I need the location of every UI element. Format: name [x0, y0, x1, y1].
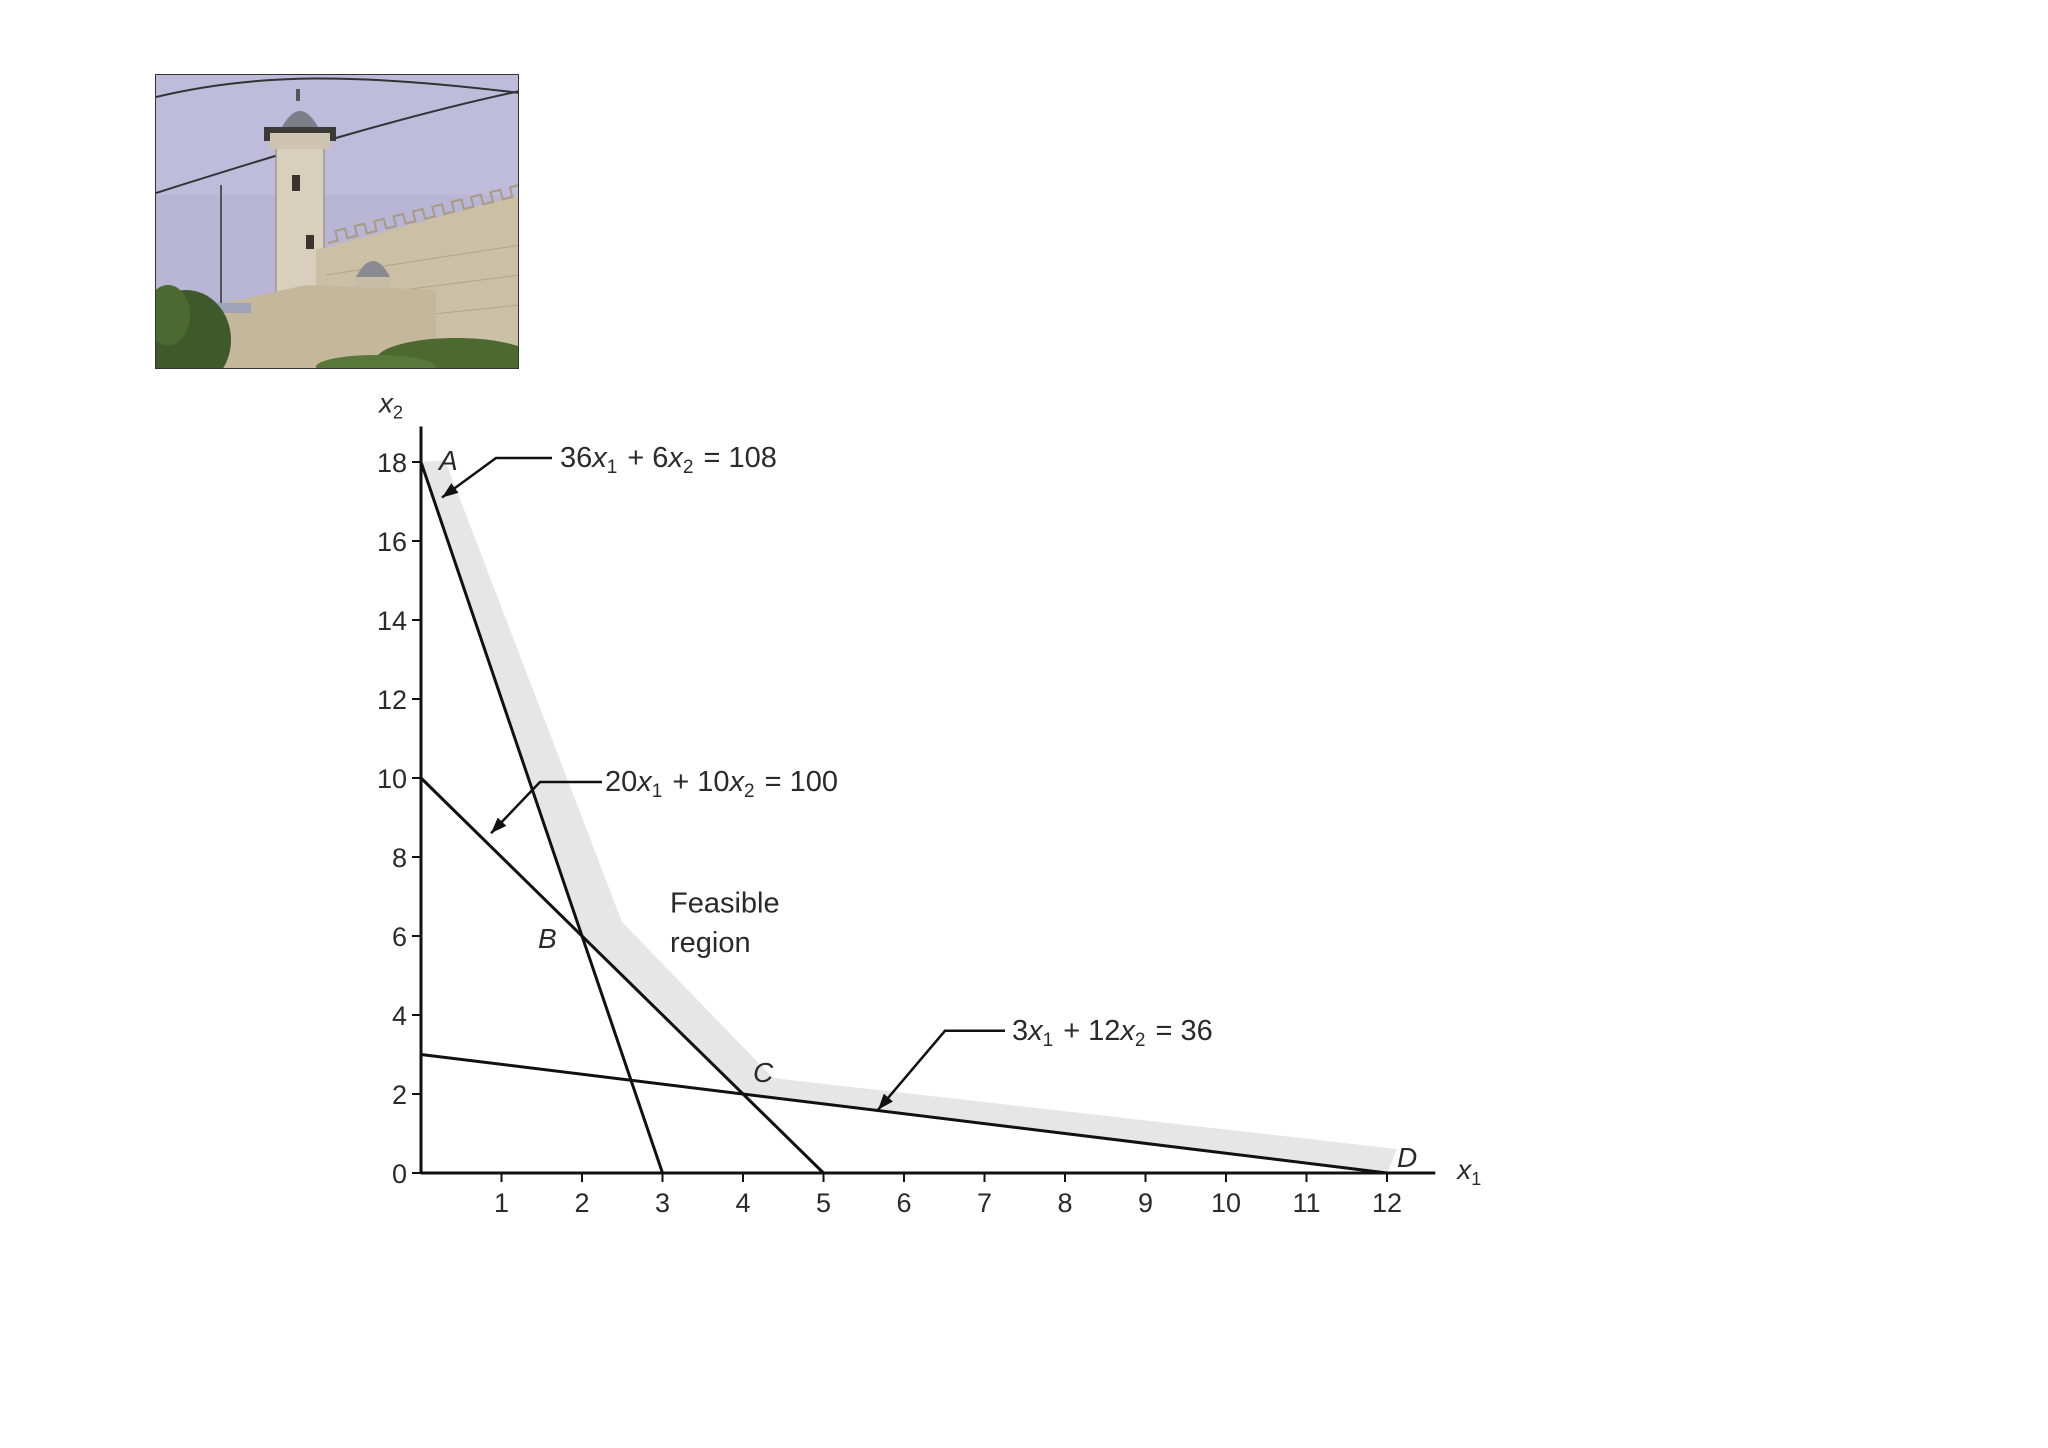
- x-tick-label-10: 10: [1211, 1188, 1241, 1218]
- x-tick-label-9: 9: [1138, 1188, 1153, 1218]
- constraint-line-1: [419, 461, 664, 1174]
- x-tick-label-8: 8: [1057, 1188, 1072, 1218]
- feasible-region-label-line2: region: [670, 927, 751, 959]
- leader-arrow-3: [877, 1029, 1005, 1111]
- constraint-line-2: [419, 776, 825, 1175]
- x-tick-label-4: 4: [735, 1188, 750, 1218]
- x-tick-label-12: 12: [1372, 1188, 1402, 1218]
- point-label-C: C: [753, 1057, 774, 1088]
- y-tick-label-18: 18: [377, 448, 407, 478]
- building-photo-drawing: [156, 75, 518, 368]
- constraint-label-1: 36x1 +6x2 = 108: [560, 442, 777, 478]
- building-photo: [155, 74, 519, 369]
- x-tick-label-7: 7: [977, 1188, 992, 1218]
- y-tick-label-16: 16: [377, 527, 407, 557]
- point-label-B: B: [538, 923, 557, 954]
- x-tick-label-6: 6: [896, 1188, 911, 1218]
- constraint-label-2: 20x1 +10x2 = 100: [605, 766, 838, 802]
- point-label-D: D: [1397, 1142, 1417, 1173]
- y-axis-title: x2: [377, 387, 403, 422]
- constraint-line-3: [420, 1053, 1388, 1175]
- y-tick-label-4: 4: [392, 1001, 407, 1031]
- x-axis-title: x1: [1455, 1154, 1481, 1189]
- y-tick-label-14: 14: [377, 606, 407, 636]
- x-tick-label-2: 2: [574, 1188, 589, 1218]
- y-tick-label-8: 8: [392, 843, 407, 873]
- x-tick-label-11: 11: [1292, 1188, 1320, 1218]
- leader-arrow-2-head: [491, 817, 507, 834]
- y-tick-label-6: 6: [392, 922, 407, 952]
- leader-arrow-1: [441, 456, 552, 499]
- x-tick-label-5: 5: [816, 1188, 831, 1218]
- leader-arrow-1-head: [442, 483, 459, 498]
- leader-arrow-2: [490, 780, 602, 835]
- leader-arrow-3-head: [878, 1093, 893, 1110]
- y-tick-label-2: 2: [392, 1080, 407, 1110]
- constraint-label-3: 3x1 +12x2 = 36: [1012, 1015, 1213, 1051]
- y-tick-label-12: 12: [377, 685, 407, 715]
- x-tick-label-1: 1: [494, 1188, 509, 1218]
- feasible-region-label-line1: Feasible: [670, 887, 780, 919]
- y-tick-label-0: 0: [392, 1159, 407, 1189]
- y-tick-label-10: 10: [377, 764, 407, 794]
- point-label-A: A: [437, 445, 458, 476]
- x-tick-label-3: 3: [655, 1188, 670, 1218]
- feasible-region-band: [421, 460, 1397, 1173]
